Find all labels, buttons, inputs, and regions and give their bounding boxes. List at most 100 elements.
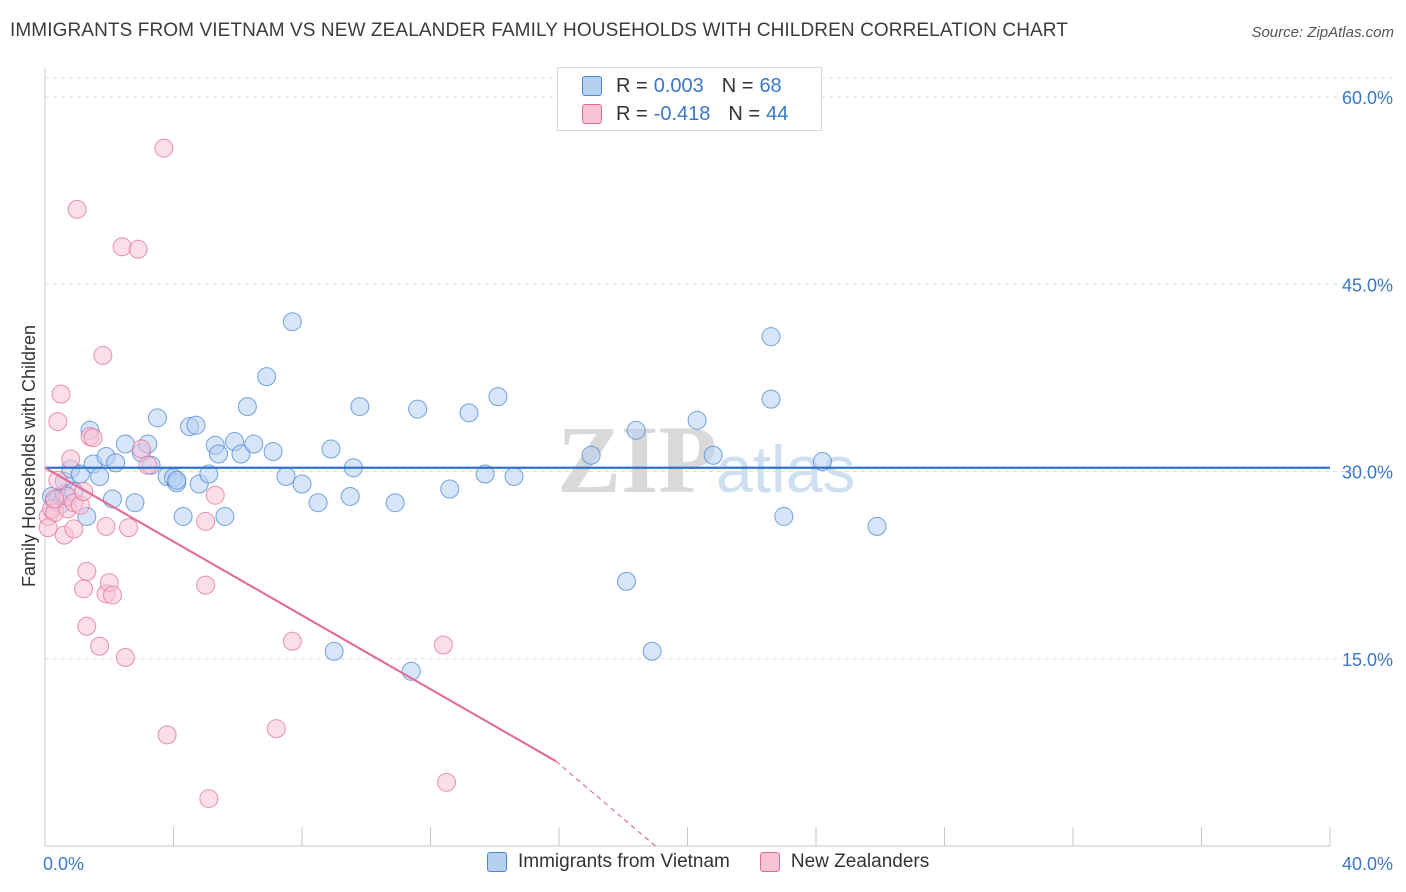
source-label: Source: ZipAtlas.com — [1251, 24, 1394, 41]
legend-label-vietnam: Immigrants from Vietnam — [518, 851, 730, 872]
vietnam-point — [626, 420, 646, 440]
vietnam-point — [321, 439, 341, 459]
vietnam-point — [324, 641, 344, 661]
vietnam-point — [292, 474, 312, 494]
watermark-atlas: atlas — [716, 432, 855, 506]
vietnam-point — [703, 445, 723, 465]
legend-label-nz: New Zealanders — [790, 851, 930, 872]
nz-trendline — [44, 466, 557, 763]
nz-point — [196, 511, 216, 531]
y-axis-label: Family Households with Children — [19, 325, 39, 587]
nz-point — [61, 449, 81, 469]
legend-swatch-pink — [582, 104, 602, 124]
legend-item-vietnam[interactable]: Immigrants from Vietnam — [487, 851, 730, 873]
vietnam-point — [761, 327, 781, 347]
correlation-legend: R = 0.003 N = 68 R = -0.418 N = 44 — [557, 67, 822, 131]
nz-point — [77, 561, 97, 581]
chart-title: IMMIGRANTS FROM VIETNAM VS NEW ZEALANDER… — [10, 20, 1068, 41]
vietnam-point — [115, 434, 135, 454]
x-tick-label: 40.0% — [1342, 854, 1393, 874]
vietnam-point — [237, 397, 257, 417]
nz-point — [266, 719, 286, 739]
y-tick-label: 60.0% — [1342, 88, 1393, 108]
vietnam-point — [125, 493, 145, 513]
r-label: R = — [616, 102, 648, 125]
axis-layer — [44, 68, 1331, 847]
tick-labels-layer: 15.0% 30.0% 45.0% 60.0% 0.0% 40.0% — [43, 88, 1393, 874]
nz-point — [83, 428, 103, 448]
vietnam-point — [173, 506, 193, 526]
vietnam-point — [488, 387, 508, 407]
nz-point — [138, 455, 158, 475]
y-tick-label: 45.0% — [1342, 275, 1393, 295]
n-value: 68 — [759, 74, 782, 97]
nz-point — [45, 489, 65, 509]
vietnam-point — [147, 408, 167, 428]
vietnam-point — [440, 479, 460, 499]
nz-point — [64, 519, 84, 539]
series-legend: Immigrants from Vietnam New Zealanders — [487, 851, 959, 873]
points-layer — [38, 138, 887, 809]
nz-point — [38, 518, 58, 538]
nz-point — [205, 485, 225, 505]
nz-point — [157, 725, 177, 745]
vietnam-point — [257, 367, 277, 387]
vietnam-point — [244, 434, 264, 454]
vietnam-point — [867, 516, 887, 536]
nz-point — [128, 239, 148, 259]
nz-point — [119, 518, 139, 538]
legend-row-vietnam: R = 0.003 N = 68 — [582, 74, 782, 98]
legend-row-nz: R = -0.418 N = 44 — [582, 102, 788, 126]
n-label: N = — [728, 102, 761, 125]
trend-layer — [44, 466, 1330, 847]
vietnam-point — [350, 397, 370, 417]
nz-point — [154, 138, 174, 158]
x-tick-label: 0.0% — [43, 854, 84, 874]
legend-item-nz[interactable]: New Zealanders — [759, 851, 930, 873]
vietnam-point — [282, 312, 302, 332]
nz-point — [77, 616, 97, 636]
nz-point — [48, 412, 68, 432]
vietnam-point — [812, 452, 832, 472]
vietnam-point — [90, 466, 110, 486]
n-value: 44 — [766, 102, 789, 125]
vietnam-point — [687, 410, 707, 430]
vietnam-point — [186, 415, 206, 435]
vietnam-point — [263, 442, 283, 462]
legend-swatch-pink — [759, 852, 780, 872]
nz-point — [112, 237, 132, 257]
nz-point — [74, 579, 94, 599]
nz-point — [93, 345, 113, 365]
nz-point — [51, 384, 71, 404]
nz-trendline-extension — [555, 760, 656, 847]
r-label: R = — [616, 74, 648, 97]
vietnam-point — [199, 464, 219, 484]
vietnam-point — [761, 389, 781, 409]
grid-layer — [45, 77, 1392, 660]
legend-swatch-blue — [582, 76, 602, 96]
vietnam-point — [308, 493, 328, 513]
nz-point — [102, 585, 122, 605]
vietnam-point — [276, 466, 296, 486]
vietnam-point — [106, 453, 126, 473]
nz-point — [433, 635, 453, 655]
r-value: 0.003 — [653, 74, 704, 97]
vietnam-point — [340, 486, 360, 506]
vietnam-point — [167, 470, 187, 490]
nz-point — [199, 789, 219, 809]
nz-point — [115, 648, 135, 668]
vietnam-point — [459, 403, 479, 423]
nz-point — [131, 439, 151, 459]
y-tick-label: 30.0% — [1342, 463, 1393, 483]
nz-point — [90, 636, 110, 656]
r-value: -0.418 — [653, 102, 711, 125]
vietnam-point — [208, 444, 228, 464]
y-tick-label: 15.0% — [1342, 650, 1393, 670]
nz-point — [67, 199, 87, 219]
legend-swatch-blue — [487, 852, 507, 872]
vietnam-point — [581, 445, 601, 465]
vietnam-point — [774, 506, 794, 526]
nz-point — [96, 516, 116, 536]
vietnam-point — [385, 493, 405, 513]
